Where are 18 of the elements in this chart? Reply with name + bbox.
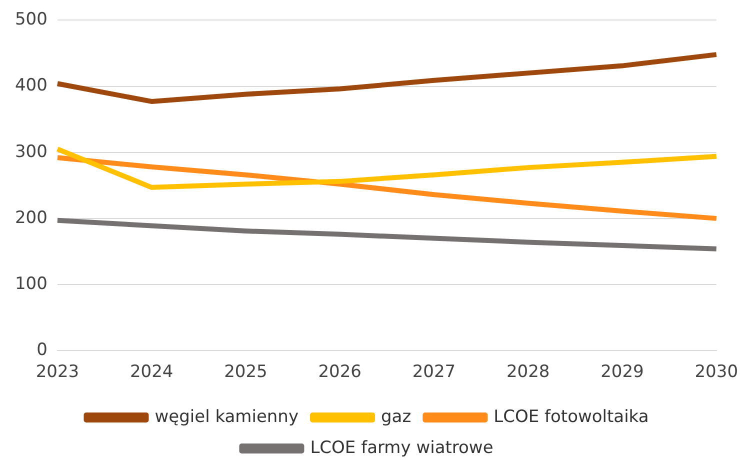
y-tick-label: 500	[14, 10, 48, 30]
x-tick-label: 2029	[600, 362, 644, 382]
legend-label: LCOE fotowoltaika	[494, 406, 649, 427]
legend-label: LCOE farmy wiatrowe	[310, 438, 494, 458]
y-tick-label: 200	[14, 208, 48, 228]
x-tick-label: 2027	[412, 362, 456, 382]
y-tick-label: 300	[14, 142, 48, 162]
x-tick-label: 2026	[318, 362, 362, 382]
y-tick-label: 400	[14, 76, 48, 96]
x-tick-label: 2028	[506, 362, 550, 382]
legend-label: gaz	[381, 406, 412, 427]
x-tick-label: 2030	[694, 362, 738, 382]
x-tick-label: 2024	[130, 362, 174, 382]
legend-label: węgiel kamienny	[154, 406, 299, 427]
x-tick-label: 2023	[36, 362, 80, 382]
y-tick-label: 100	[14, 274, 48, 294]
y-tick-label: 0	[36, 340, 48, 360]
x-tick-label: 2025	[224, 362, 268, 382]
